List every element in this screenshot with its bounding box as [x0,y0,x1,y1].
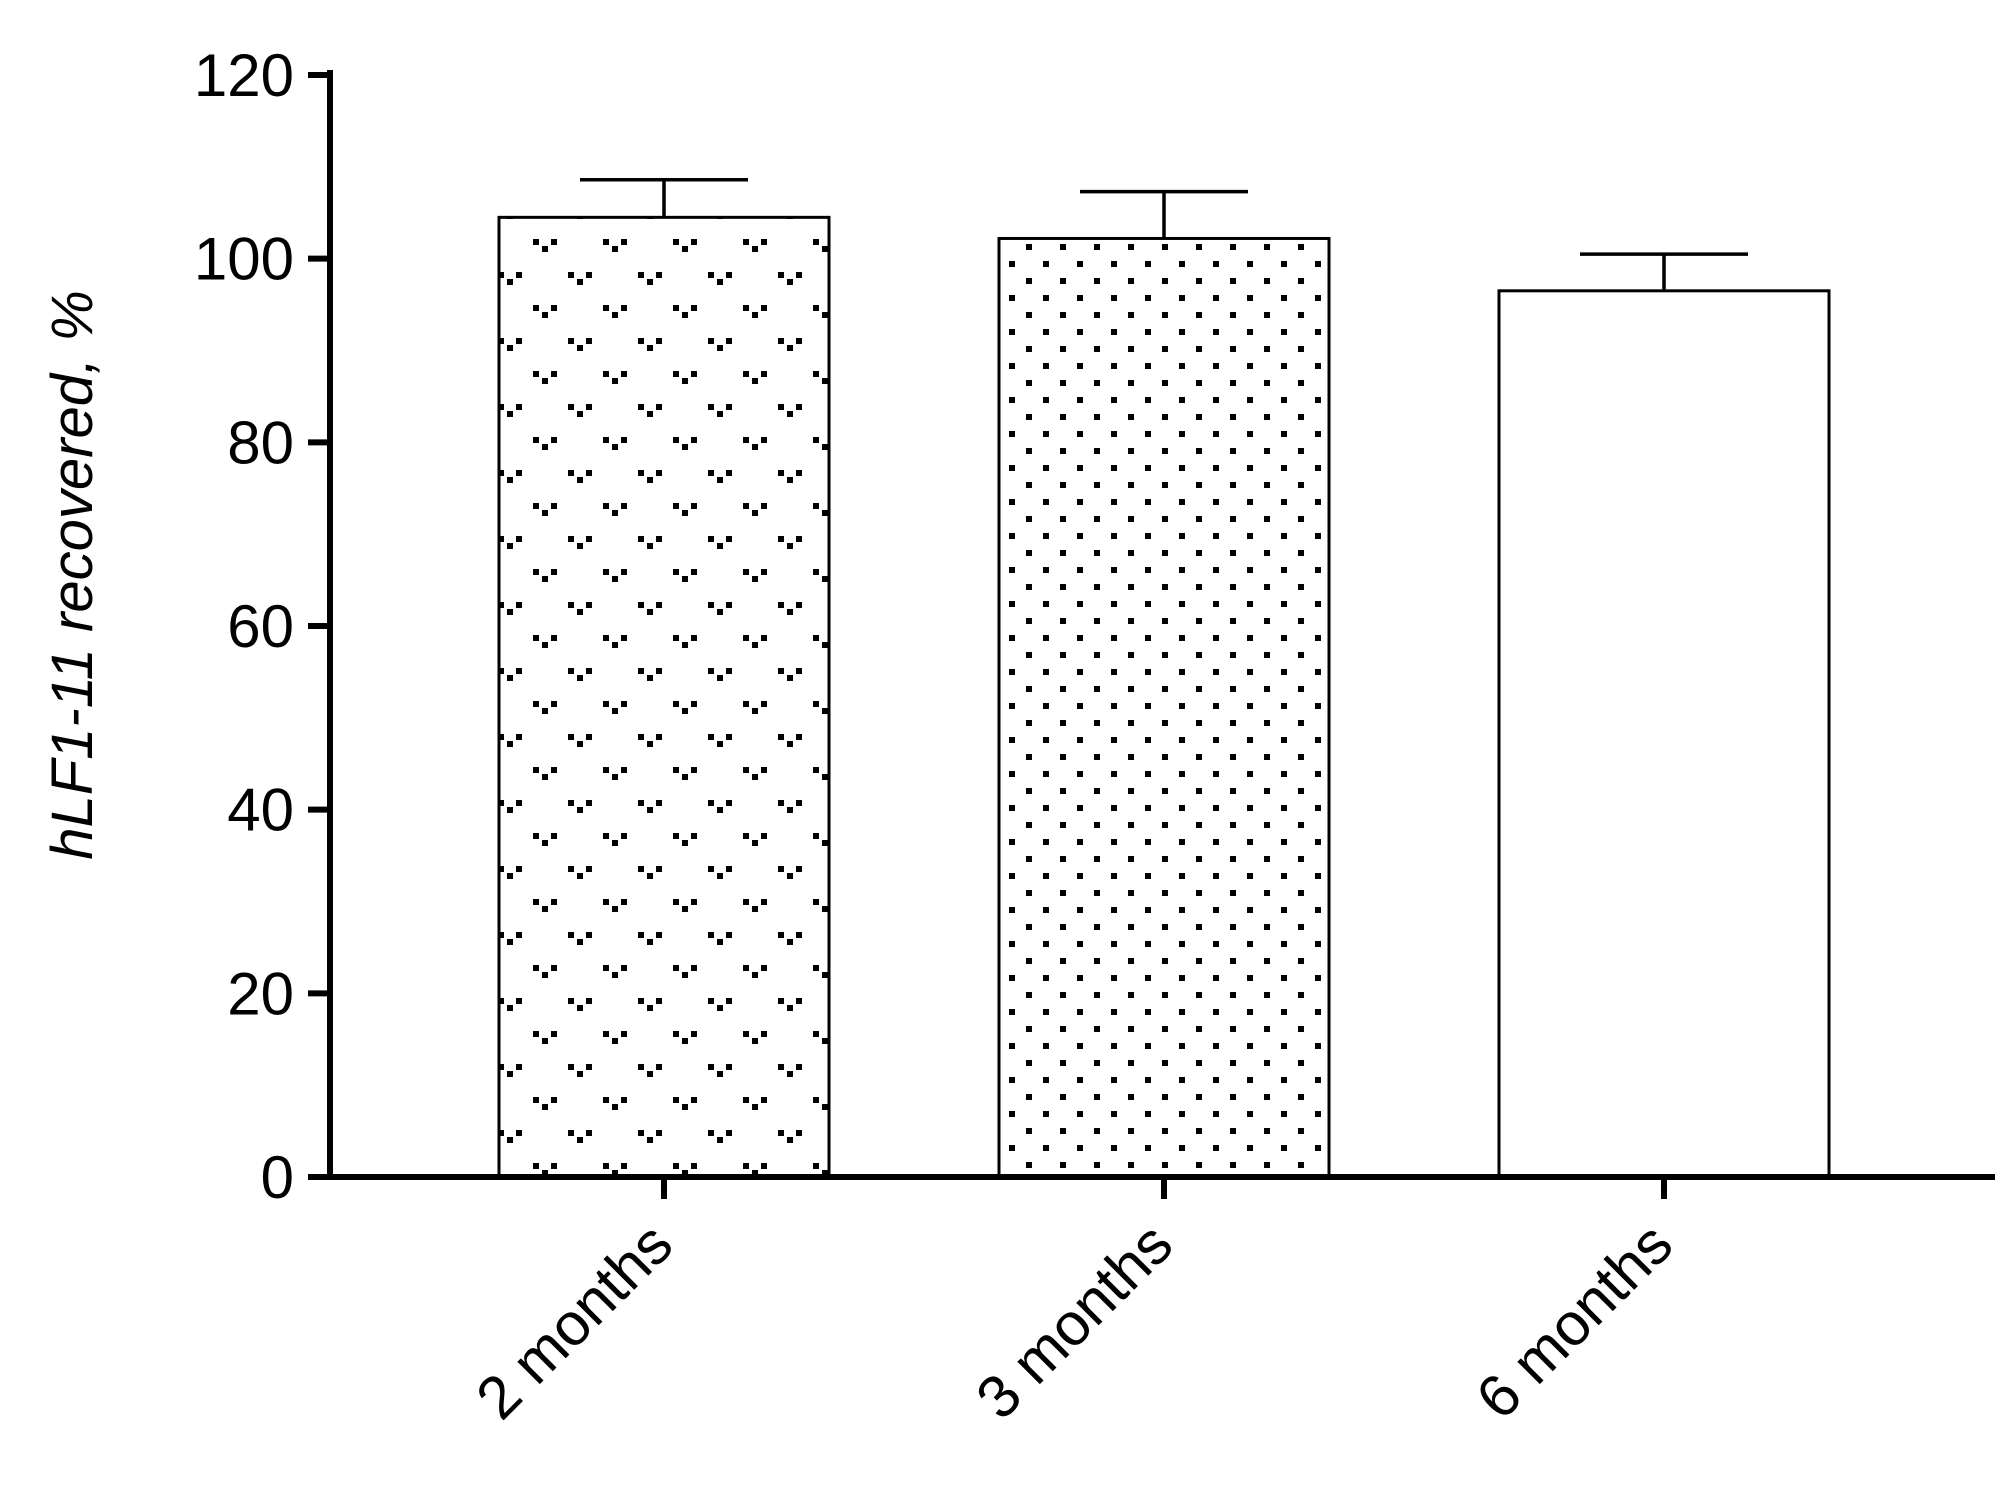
y-tick-label: 0 [261,1144,294,1211]
bar [997,236,1331,1179]
x-category-label: 3 months [963,1210,1185,1432]
bars-group [497,177,1831,1179]
y-axis-title: hLF1-11 recovered, % [40,290,105,860]
y-axis-ticks: 0 20 40 60 80 100 120 [194,42,330,1211]
bar [1497,289,1831,1179]
y-tick-label: 120 [194,42,294,109]
y-tick-label: 100 [194,226,294,293]
y-tick-label: 80 [227,409,294,476]
x-category-label: 2 months [463,1210,685,1432]
y-tick-label: 40 [227,777,294,844]
y-tick-label: 20 [227,960,294,1027]
x-axis-ticks: 2 months 3 months 6 months [463,1177,1685,1432]
y-tick-label: 60 [227,593,294,660]
x-category-label: 6 months [1463,1210,1685,1432]
bar [497,215,831,1179]
